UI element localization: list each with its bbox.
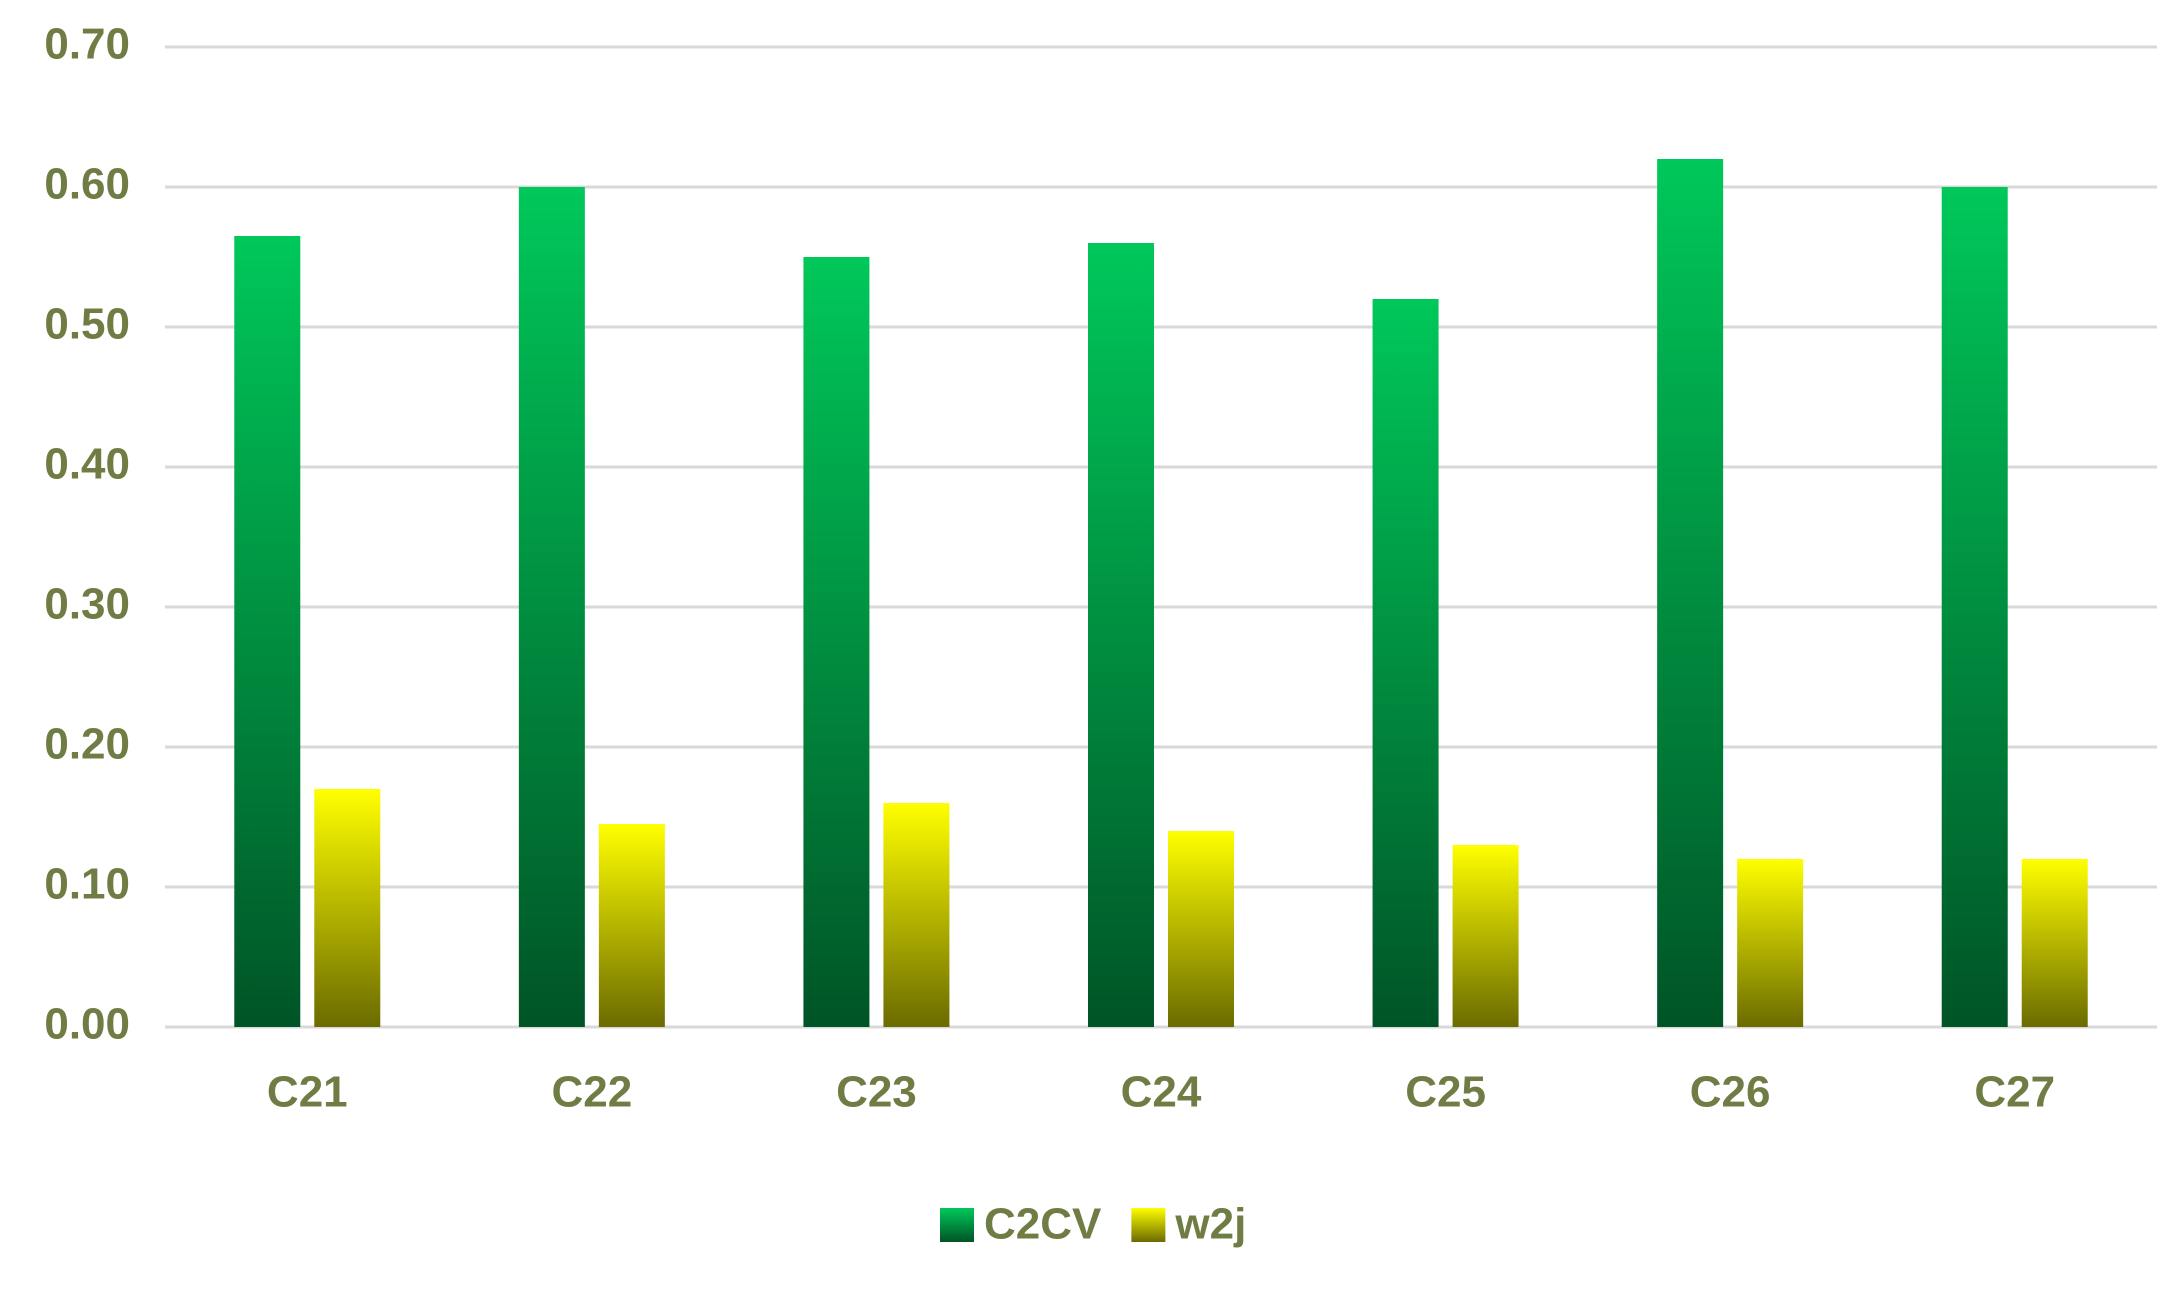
y-tick-label: 0.50 [44, 300, 130, 349]
legend-swatch [940, 1208, 974, 1242]
bar [598, 824, 665, 1027]
legend-label: w2j [1174, 1200, 1246, 1249]
y-tick-label: 0.40 [44, 440, 130, 489]
bar [1168, 831, 1234, 1027]
bar [1372, 299, 1439, 1027]
legend-label: C2CV [984, 1200, 1102, 1249]
x-tick-label: C24 [1121, 1068, 1202, 1117]
bar [1657, 159, 1724, 1027]
x-tick-label: C21 [267, 1068, 348, 1117]
y-tick-label: 0.10 [44, 860, 130, 909]
bar [2021, 859, 2088, 1027]
legend-swatch [1131, 1208, 1166, 1242]
y-tick-label: 0.60 [44, 160, 130, 209]
y-tick-label: 0.20 [44, 720, 130, 769]
bar [1941, 187, 2008, 1027]
y-tick-label: 0.70 [44, 20, 130, 69]
bar [1088, 243, 1154, 1027]
bar [314, 789, 381, 1027]
x-tick-label: C27 [1974, 1068, 2055, 1117]
y-tick-label: 0.00 [44, 1000, 130, 1049]
bar [518, 187, 585, 1027]
bar [234, 236, 301, 1027]
bar [883, 803, 950, 1027]
x-tick-label: C25 [1405, 1068, 1486, 1117]
x-tick-label: C22 [551, 1068, 632, 1117]
x-tick-label: C26 [1690, 1068, 1771, 1117]
bar [1737, 859, 1804, 1027]
bar [1452, 845, 1519, 1027]
x-tick-label: C23 [836, 1068, 917, 1117]
y-tick-label: 0.30 [44, 580, 130, 629]
bar [803, 257, 870, 1027]
